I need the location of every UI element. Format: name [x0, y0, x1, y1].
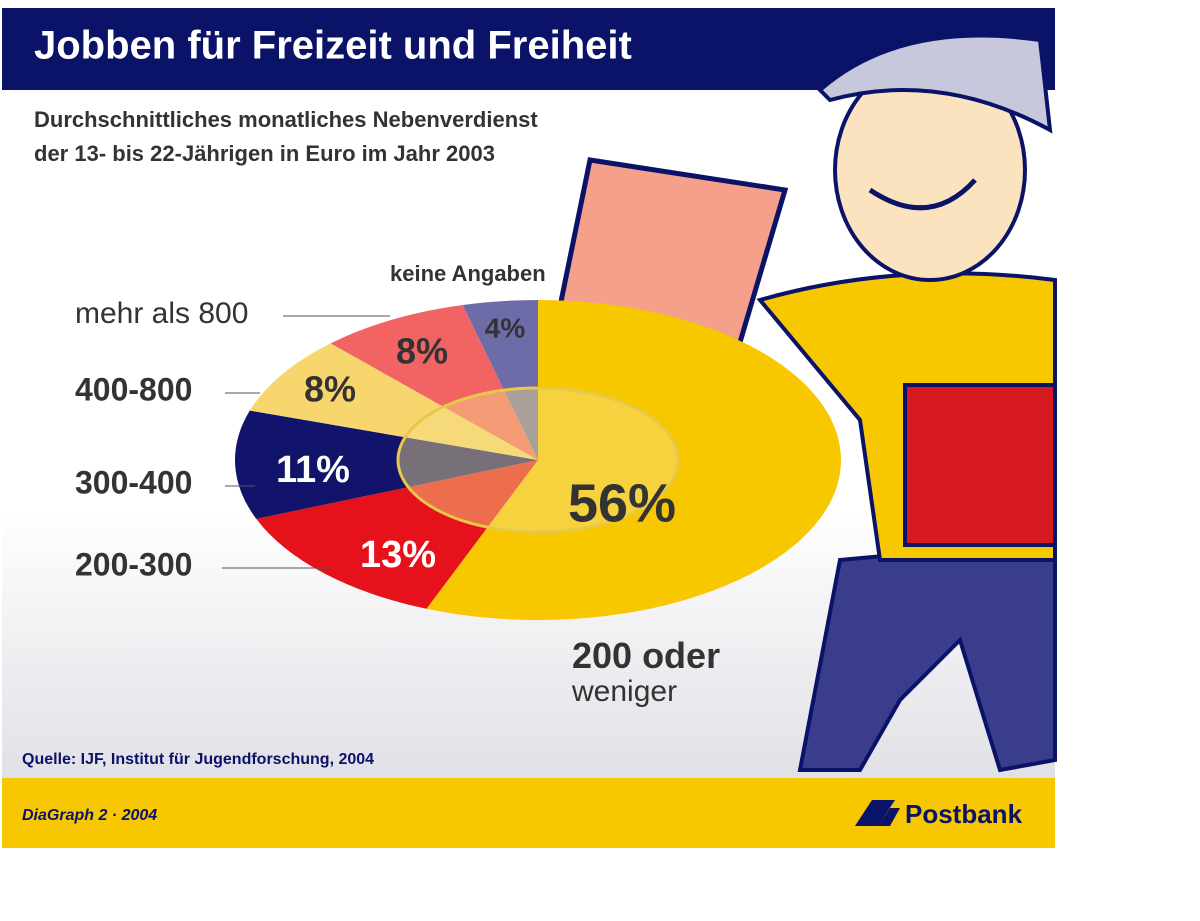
category-label: mehr als 800	[75, 297, 248, 330]
brand-logo	[855, 800, 900, 826]
value-label: 11%	[276, 449, 350, 491]
pie-slice	[249, 343, 538, 460]
value-label: 8%	[304, 369, 356, 410]
pie-slice	[235, 410, 538, 519]
subtitle: der 13- bis 22-Jährigen in Euro im Jahr …	[34, 141, 495, 166]
chart-title: Jobben für Freizeit und Freiheit	[34, 24, 632, 68]
source: Quelle: IJF, Institut für Jugendforschun…	[22, 751, 374, 768]
category-label: 300-400	[75, 464, 192, 500]
coin	[396, 386, 680, 534]
brand: Postbank	[905, 799, 1023, 829]
category-label: 200-300	[75, 546, 192, 582]
category-label: keine Angaben	[390, 261, 546, 286]
value-label: 4%	[485, 312, 526, 343]
pie	[235, 300, 841, 620]
category-label: 200 oder weniger	[572, 635, 721, 709]
subtitle: Durchschnittliches monatliches Nebenverd…	[34, 107, 538, 132]
pie-slice	[462, 300, 538, 460]
value-label: 8%	[396, 331, 448, 372]
value-label: 56%	[568, 473, 676, 533]
category-label: 400-800	[75, 371, 192, 407]
value-label: 13%	[360, 534, 436, 576]
pie-slice	[330, 305, 538, 460]
pie-slice	[256, 460, 538, 609]
cartoon	[545, 33, 1057, 773]
footer: DiaGraph 2 · 2004	[22, 807, 157, 824]
pie-slice	[426, 300, 841, 620]
